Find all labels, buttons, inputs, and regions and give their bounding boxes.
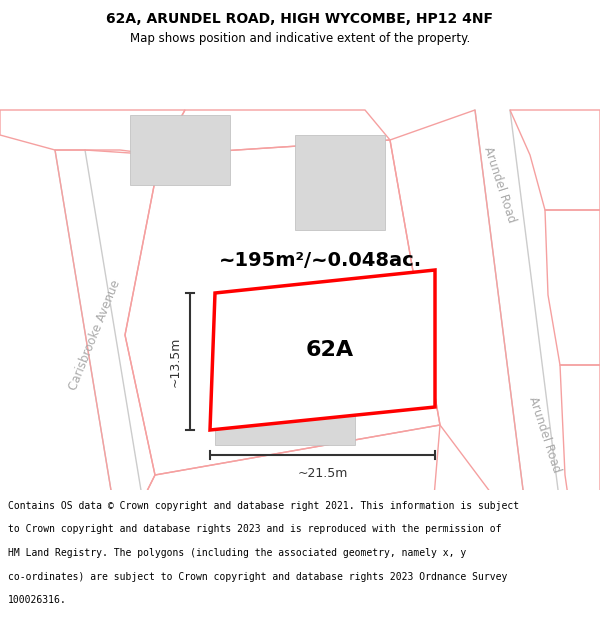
- Text: Contains OS data © Crown copyright and database right 2021. This information is : Contains OS data © Crown copyright and d…: [8, 501, 519, 511]
- Text: ~21.5m: ~21.5m: [298, 467, 347, 480]
- Polygon shape: [130, 115, 230, 185]
- Text: 62A, ARUNDEL ROAD, HIGH WYCOMBE, HP12 4NF: 62A, ARUNDEL ROAD, HIGH WYCOMBE, HP12 4N…: [107, 12, 493, 26]
- Text: HM Land Registry. The polygons (including the associated geometry, namely x, y: HM Land Registry. The polygons (includin…: [8, 548, 466, 558]
- Text: Arundel Road: Arundel Road: [482, 145, 518, 225]
- Text: ~195m²/~0.048ac.: ~195m²/~0.048ac.: [218, 251, 422, 269]
- Polygon shape: [210, 270, 435, 430]
- Text: to Crown copyright and database rights 2023 and is reproduced with the permissio: to Crown copyright and database rights 2…: [8, 524, 502, 534]
- Text: Carisbrooke Avenue: Carisbrooke Avenue: [67, 278, 123, 392]
- Text: 100026316.: 100026316.: [8, 595, 67, 605]
- Text: co-ordinates) are subject to Crown copyright and database rights 2023 Ordnance S: co-ordinates) are subject to Crown copyr…: [8, 572, 507, 582]
- Text: 62A: 62A: [306, 340, 354, 360]
- Polygon shape: [215, 333, 355, 445]
- Text: Arundel Road: Arundel Road: [527, 395, 563, 475]
- Polygon shape: [295, 135, 385, 230]
- Text: ~13.5m: ~13.5m: [169, 336, 182, 387]
- Text: Map shows position and indicative extent of the property.: Map shows position and indicative extent…: [130, 32, 470, 45]
